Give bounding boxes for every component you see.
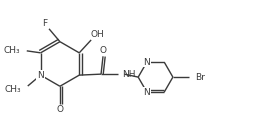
Text: NH: NH — [122, 70, 135, 79]
Text: CH₃: CH₃ — [4, 84, 21, 93]
Text: N: N — [143, 58, 150, 67]
Text: O: O — [56, 105, 63, 114]
Text: OH: OH — [90, 31, 104, 40]
Text: CH₃: CH₃ — [3, 46, 20, 55]
Text: O: O — [100, 46, 107, 55]
Text: N: N — [37, 71, 44, 80]
Text: F: F — [42, 19, 48, 28]
Text: Br: Br — [195, 73, 205, 82]
Text: N: N — [143, 88, 150, 97]
